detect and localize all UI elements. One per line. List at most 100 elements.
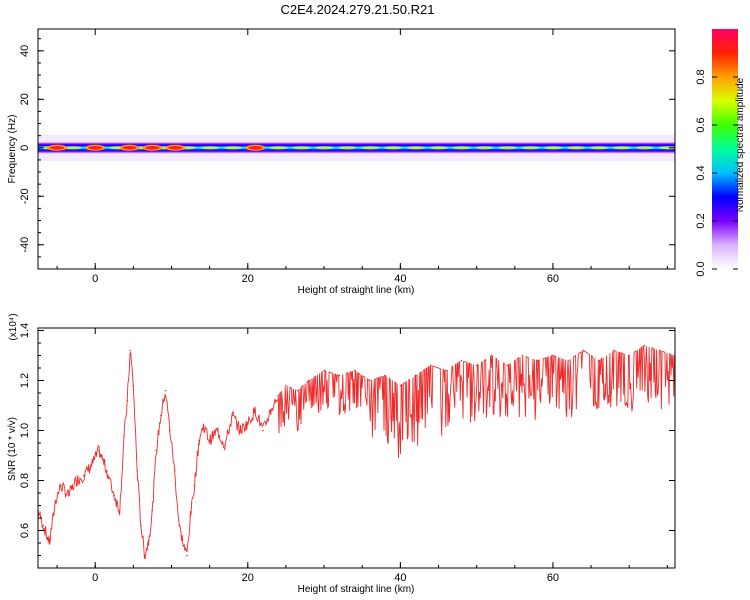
heatmap-core-segment: [292, 146, 311, 150]
snr-point: [430, 364, 432, 367]
snr-point: [129, 349, 132, 352]
snr-point: [231, 414, 234, 417]
snr-point: [75, 479, 77, 482]
heatmap-hot-spot: [248, 145, 263, 150]
snr-point: [239, 429, 241, 432]
heatmap-core-segment: [361, 146, 380, 150]
heatmap-core-segment: [544, 146, 563, 150]
snr-point: [136, 469, 138, 472]
snr-point: [369, 379, 371, 382]
snr-point: [54, 499, 57, 502]
snr-point: [247, 422, 249, 424]
snr-point: [178, 524, 180, 527]
snr-point: [198, 439, 200, 442]
heatmap-core-segment: [452, 146, 471, 150]
snr-point: [536, 359, 539, 362]
heatmap-x-tick-label: 20: [242, 273, 254, 285]
snr-point: [202, 424, 205, 427]
snr-point: [147, 539, 150, 542]
snr-point: [83, 474, 85, 477]
snr-point: [60, 484, 62, 487]
heatmap-hot-spot: [88, 145, 103, 150]
snr-y-label: SNR (10 * v/v): [7, 417, 18, 481]
snr-point: [613, 349, 615, 352]
snr-point: [506, 364, 509, 367]
heatmap-core-segment: [406, 146, 425, 150]
snr-point: [208, 439, 211, 442]
snr-point: [491, 354, 493, 357]
snr-point: [582, 349, 585, 352]
snr-point: [98, 449, 100, 452]
snr-point: [521, 354, 524, 357]
snr-point: [597, 359, 600, 362]
snr-point: [262, 429, 264, 432]
snr-panel: 0 20 40 60 1.4 1.2 1.0 0.8 0.6 Height of straig…: [7, 313, 676, 595]
snr-point: [567, 359, 569, 362]
snr-point: [285, 384, 287, 387]
heatmap-y-label: Frequency (Hz): [7, 115, 18, 184]
heatmap-hot-spot: [50, 145, 65, 150]
snr-point: [151, 509, 154, 512]
colorbar-tick-label: 0.0: [695, 261, 707, 276]
snr-point: [628, 354, 630, 357]
snr-point: [186, 554, 188, 557]
snr-point: [224, 444, 226, 447]
snr-point: [216, 429, 219, 432]
heatmap-x-tick-label: 0: [92, 273, 98, 285]
heatmap-x-tick-label: 40: [394, 273, 406, 285]
snr-frame: [37, 327, 676, 569]
snr-point: [414, 374, 417, 377]
snr-point: [269, 409, 272, 412]
heatmap-y-tick-label: 0: [19, 145, 31, 151]
snr-point: [173, 469, 176, 472]
heatmap-core-segment: [567, 146, 586, 150]
snr-line: [38, 345, 675, 560]
snr-y-tick-label: 1.4: [19, 323, 31, 338]
snr-point: [338, 374, 341, 377]
snr-point: [445, 369, 447, 372]
snr-point: [182, 544, 185, 547]
colorbar-ticks: 0.0 0.2 0.4 0.6 0.8: [695, 69, 738, 277]
colorbar-tick-label: 0.8: [695, 69, 707, 84]
snr-point: [277, 394, 280, 397]
snr-x-tick-label: 60: [547, 572, 559, 584]
heatmap-core-segment: [590, 146, 609, 150]
snr-point: [48, 542, 51, 544]
heatmap-core-segment: [658, 146, 675, 150]
chart-title: C2E4.2024.279.21.50.R21: [280, 2, 435, 17]
snr-y-tick-label: 0.6: [19, 523, 31, 538]
snr-point: [42, 524, 45, 527]
snr-point: [155, 449, 157, 452]
snr-point: [113, 494, 116, 497]
heatmap-y-ticks: 40 20 0 -20 -40: [19, 38, 675, 270]
colorbar: 0.0 0.2 0.4 0.6 0.8 Normalized spectral ampl…: [695, 29, 746, 277]
snr-y-tick-label: 1.0: [19, 423, 31, 438]
heatmap-core-segment: [201, 146, 220, 150]
snr-point: [323, 369, 325, 372]
heatmap-x-ticks: 0 20 40 60: [56, 29, 668, 285]
colorbar-tick-label: 0.6: [695, 117, 707, 132]
heatmap-core-segment: [63, 146, 82, 150]
heatmap-core-segment: [384, 146, 403, 150]
snr-point: [460, 359, 463, 362]
heatmap-core-segment: [521, 146, 540, 150]
snr-point: [353, 369, 356, 372]
heatmap-hot-spot: [145, 145, 160, 150]
snr-y-tick-label: 1.2: [19, 373, 31, 388]
snr-x-tick-label: 0: [92, 572, 98, 584]
snr-point: [169, 429, 171, 432]
colorbar-label: Normalized spectral amplitude: [735, 77, 746, 212]
snr-point: [399, 384, 402, 387]
heatmap-panel: 0 20 40 60 40 20 0 -20 -40 Height of straight l…: [7, 28, 676, 296]
snr-x-label: Height of straight line (km): [298, 584, 415, 595]
heatmap-y-tick-label: -20: [19, 188, 31, 204]
snr-point: [308, 379, 310, 382]
heatmap-core-segment: [635, 146, 654, 150]
snr-series: [38, 344, 675, 560]
heatmap-x-label: Height of straight line (km): [298, 285, 415, 296]
snr-x-ticks: 0 20 40 60: [56, 328, 668, 584]
snr-scale-label: (x10⁴): [8, 313, 19, 340]
heatmap-core-segment: [612, 146, 631, 150]
snr-point: [384, 374, 386, 377]
